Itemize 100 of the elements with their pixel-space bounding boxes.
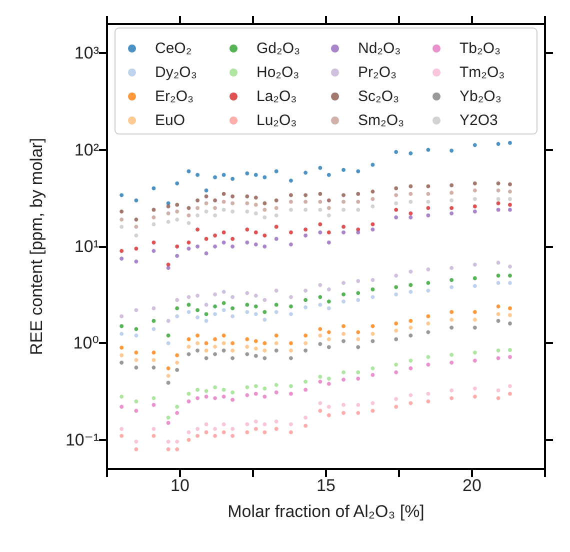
point bbox=[318, 342, 322, 346]
point bbox=[120, 332, 124, 336]
point bbox=[134, 408, 138, 413]
point bbox=[262, 208, 267, 212]
point bbox=[408, 200, 413, 204]
point bbox=[274, 288, 278, 293]
point bbox=[408, 401, 413, 406]
point bbox=[175, 218, 180, 222]
point bbox=[426, 206, 430, 210]
point bbox=[254, 304, 258, 308]
point bbox=[230, 236, 235, 241]
point bbox=[120, 248, 124, 253]
point bbox=[408, 334, 413, 338]
point bbox=[222, 240, 226, 244]
point bbox=[408, 270, 413, 274]
point bbox=[186, 392, 191, 396]
point bbox=[274, 213, 278, 218]
point bbox=[120, 218, 124, 222]
point bbox=[394, 208, 398, 212]
point bbox=[288, 200, 293, 204]
point bbox=[152, 186, 156, 190]
point bbox=[304, 193, 308, 198]
point bbox=[274, 334, 278, 338]
point bbox=[254, 346, 258, 351]
point bbox=[166, 366, 170, 370]
point bbox=[288, 295, 293, 300]
point bbox=[222, 308, 226, 312]
point bbox=[326, 337, 331, 342]
point bbox=[394, 186, 398, 190]
point bbox=[120, 426, 124, 431]
point bbox=[318, 401, 322, 406]
legend-label: Dy₂O₃ bbox=[155, 64, 197, 81]
point bbox=[304, 305, 308, 310]
point bbox=[472, 386, 477, 390]
point bbox=[288, 430, 293, 434]
point bbox=[472, 284, 477, 288]
point bbox=[230, 295, 235, 300]
y-tick-label: 10² bbox=[74, 140, 100, 160]
point bbox=[426, 362, 430, 367]
point bbox=[370, 204, 375, 208]
point bbox=[318, 166, 322, 170]
point bbox=[318, 282, 322, 287]
point bbox=[326, 330, 331, 334]
point bbox=[450, 278, 454, 282]
point bbox=[186, 295, 191, 300]
point bbox=[394, 370, 398, 374]
y-tick-label: 10⁻¹ bbox=[65, 430, 100, 450]
point bbox=[472, 358, 477, 363]
point bbox=[496, 260, 500, 265]
point bbox=[120, 353, 124, 358]
point bbox=[254, 392, 258, 396]
point bbox=[230, 194, 235, 198]
point bbox=[356, 402, 360, 407]
point bbox=[370, 372, 375, 377]
point bbox=[213, 426, 218, 431]
point bbox=[304, 380, 308, 384]
point bbox=[230, 398, 235, 402]
point bbox=[222, 430, 226, 434]
point bbox=[496, 181, 500, 186]
point bbox=[262, 201, 267, 206]
point bbox=[426, 321, 430, 326]
point bbox=[134, 358, 138, 362]
point bbox=[175, 440, 180, 444]
point bbox=[120, 360, 124, 365]
point bbox=[175, 210, 180, 214]
point bbox=[394, 404, 398, 409]
point bbox=[408, 211, 413, 216]
point bbox=[472, 318, 477, 322]
point bbox=[245, 171, 250, 176]
point bbox=[508, 274, 512, 278]
point bbox=[134, 224, 138, 229]
point bbox=[508, 384, 512, 388]
point bbox=[472, 196, 477, 201]
point bbox=[370, 332, 375, 336]
point bbox=[326, 172, 331, 177]
point bbox=[370, 295, 375, 300]
point bbox=[204, 341, 208, 346]
point bbox=[326, 287, 331, 292]
point bbox=[288, 230, 293, 234]
point bbox=[186, 337, 191, 342]
point bbox=[496, 188, 500, 192]
x-axis-title: Molar fraction of Al₂O₃ [%] bbox=[228, 502, 424, 521]
point bbox=[508, 202, 512, 207]
point bbox=[254, 230, 258, 234]
point bbox=[318, 327, 322, 332]
point bbox=[342, 402, 346, 407]
legend-label: Er₂O₃ bbox=[155, 88, 194, 105]
point bbox=[496, 356, 500, 360]
point bbox=[408, 366, 413, 370]
point bbox=[318, 334, 322, 338]
point bbox=[356, 345, 360, 350]
point bbox=[213, 337, 218, 342]
point bbox=[496, 348, 500, 353]
point bbox=[134, 218, 138, 222]
point bbox=[213, 244, 218, 248]
point bbox=[426, 200, 430, 204]
point bbox=[472, 204, 477, 208]
point bbox=[230, 244, 235, 248]
point bbox=[230, 426, 235, 431]
point bbox=[408, 290, 413, 294]
